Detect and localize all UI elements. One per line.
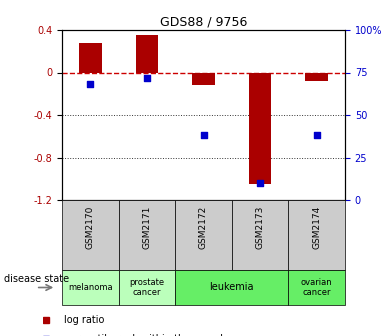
Bar (288, 270, 345, 305)
Text: percentile rank within the sample: percentile rank within the sample (64, 334, 229, 336)
Bar (62, 200, 119, 270)
Text: disease state: disease state (4, 274, 69, 284)
Point (257, 180, 263, 186)
Title: GDS88 / 9756: GDS88 / 9756 (160, 16, 247, 29)
Text: GSM2172: GSM2172 (199, 206, 208, 249)
Text: log ratio: log ratio (64, 316, 105, 326)
Bar (62, 270, 119, 305)
Bar (288, 200, 345, 270)
Text: melanoma: melanoma (68, 283, 113, 292)
Point (314, 133, 320, 138)
Bar (175, 270, 288, 305)
Text: GSM2173: GSM2173 (255, 206, 265, 249)
Bar (175, 200, 232, 270)
Bar (192, 73, 215, 85)
Point (200, 133, 206, 138)
Text: GSM2171: GSM2171 (142, 206, 151, 249)
Bar (232, 200, 288, 270)
Bar (119, 200, 175, 270)
Text: GSM2170: GSM2170 (86, 206, 95, 249)
Bar (249, 73, 272, 184)
Point (87, 82, 93, 87)
Bar (305, 73, 328, 81)
Bar (119, 270, 175, 305)
Text: leukemia: leukemia (210, 283, 254, 293)
Bar (136, 35, 158, 73)
Text: ovarian
cancer: ovarian cancer (301, 278, 332, 297)
Text: prostate
cancer: prostate cancer (129, 278, 164, 297)
Bar (79, 43, 101, 73)
Text: GSM2174: GSM2174 (312, 206, 321, 249)
Point (144, 75, 150, 80)
